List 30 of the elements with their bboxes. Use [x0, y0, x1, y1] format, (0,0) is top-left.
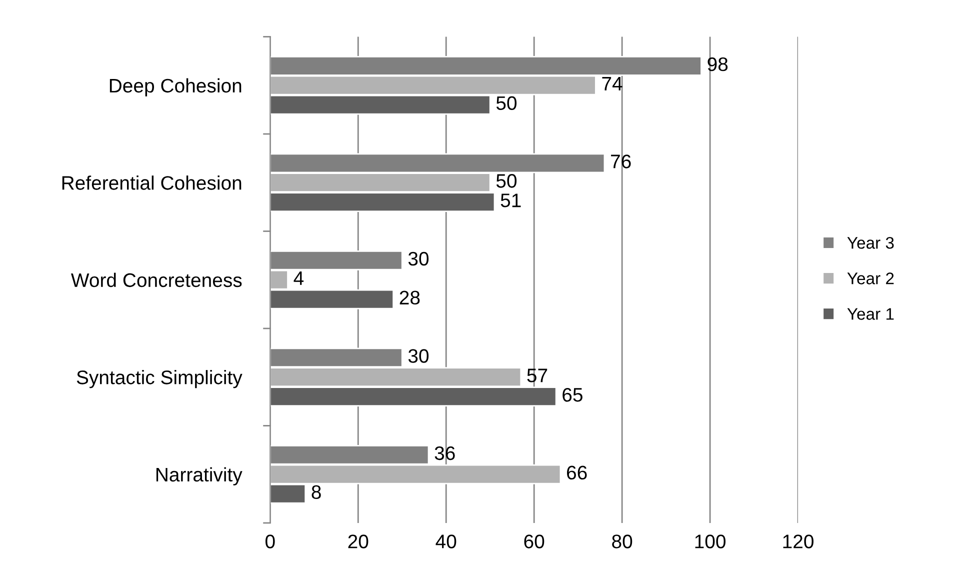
data-label: 65 — [562, 388, 582, 402]
x-tick-label: 20 — [348, 534, 368, 548]
x-tick-label: 100 — [695, 534, 726, 548]
x-tick-label: 0 — [266, 534, 275, 548]
data-label: 51 — [500, 194, 521, 208]
data-label: 66 — [567, 466, 587, 480]
data-label: 50 — [496, 174, 517, 188]
data-label: 8 — [312, 485, 321, 499]
y-tick-label: Narrativity — [156, 467, 242, 486]
y-tick-label: Referential Cohesion — [62, 176, 242, 190]
data-label: 4 — [294, 271, 304, 285]
x-tick-label: 60 — [524, 534, 544, 548]
data-label: 57 — [527, 368, 548, 382]
data-label: 50 — [496, 96, 517, 110]
data-label: 36 — [434, 446, 455, 460]
data-label: 76 — [611, 154, 631, 168]
data-label: 98 — [708, 57, 728, 72]
data-label: 30 — [408, 349, 429, 363]
data-label: 30 — [408, 252, 429, 266]
y-tick-label: Deep Cohesion — [110, 78, 242, 96]
legend-label: Year 1 — [847, 308, 894, 320]
y-tick-label: Word Concreteness — [70, 272, 242, 288]
x-tick-label: 40 — [436, 534, 456, 548]
data-label: 28 — [400, 290, 420, 305]
legend-label: Year 3 — [847, 236, 894, 249]
x-tick-label: 120 — [783, 534, 814, 548]
data-label: 74 — [602, 77, 622, 90]
x-tick-label: 80 — [612, 534, 632, 548]
legend-label: Year 2 — [847, 272, 894, 284]
y-tick-label: Syntactic Simplicity — [76, 370, 242, 388]
